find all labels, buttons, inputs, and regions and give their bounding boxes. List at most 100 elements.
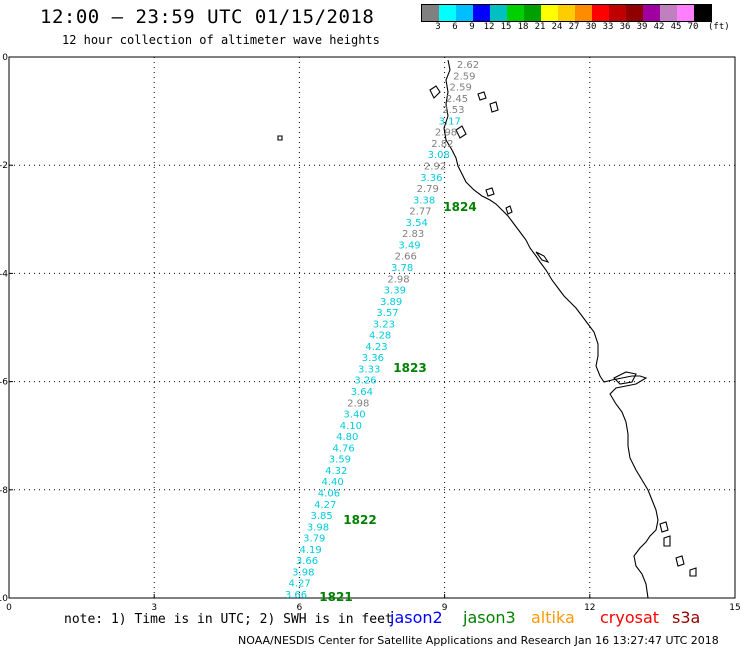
island-5 [485, 187, 495, 197]
colorbar-swatch [694, 5, 711, 21]
colorbar-swatch [558, 5, 575, 21]
colorbar-label: 70 [687, 22, 699, 32]
wave-height-label: 3.66 [296, 556, 318, 567]
wave-height-label: 4.80 [336, 432, 358, 443]
chart-subtitle: 12 hour collection of altimeter wave hei… [62, 33, 380, 47]
wave-height-label: 3.57 [376, 308, 398, 319]
map-frame [8, 56, 736, 599]
colorbar-label: 15 [500, 22, 512, 32]
wave-height-label: 2.59 [453, 71, 475, 82]
x-tick-label: 3 [151, 603, 157, 613]
wave-height-label: 2.59 [450, 83, 472, 94]
track-time-label: 1821 [319, 590, 352, 604]
islet-far [277, 135, 283, 141]
wave-height-label: 3.78 [391, 263, 413, 274]
x-tick-label: 6 [297, 603, 303, 613]
colorbar-swatch [592, 5, 609, 21]
legend-jason3: jason3 [463, 608, 516, 627]
wave-height-label: 3.54 [406, 218, 428, 229]
y-tick-label: -10 [0, 594, 8, 604]
colorbar-label: 36 [619, 22, 631, 32]
colorbar-label: 39 [636, 22, 648, 32]
wave-height-label: 3.38 [413, 195, 435, 206]
wave-height-label: 3.39 [384, 286, 406, 297]
wave-height-label: 2.98 [347, 398, 369, 409]
y-tick-label: -4 [0, 269, 8, 279]
wave-height-label: 2.79 [417, 184, 439, 195]
colorbar-swatch [643, 5, 660, 21]
wave-height-label: 2.82 [431, 139, 453, 150]
wave-height-label: 4.23 [365, 342, 387, 353]
wave-height-label: 4.28 [369, 331, 391, 342]
island-1 [477, 91, 487, 101]
wave-height-label: 2.77 [409, 207, 431, 218]
colorbar-label: 12 [483, 22, 495, 32]
y-tick-label: -8 [0, 486, 8, 496]
island-8 [663, 535, 671, 547]
colorbar-swatch [507, 5, 524, 21]
legend-jason2: jason2 [390, 608, 443, 627]
wave-height-label: 4.76 [332, 443, 354, 454]
colorbar-label: 6 [452, 22, 458, 32]
colorbar-label: 42 [653, 22, 665, 32]
legend-cryosat: cryosat [600, 608, 660, 627]
x-tick-label: 12 [584, 603, 595, 613]
colorbar-swatch [677, 5, 694, 21]
footer-note: note: 1) Time is in UTC; 2) SWH is in fe… [64, 612, 393, 627]
island-3 [429, 85, 441, 99]
track-time-label: 1823 [393, 361, 426, 375]
colorbar-swatch [524, 5, 541, 21]
footer-credit: NOAA/NESDIS Center for Satellite Applica… [238, 634, 719, 647]
wave-height-label: 3.79 [303, 534, 325, 545]
x-tick-label: 9 [442, 603, 448, 613]
wave-height-label: 3.66 [285, 590, 307, 601]
wave-height-label: 3.26 [354, 376, 376, 387]
colorbar-swatch [626, 5, 643, 21]
wave-height-label: 3.98 [292, 567, 314, 578]
wave-height-label: 4.32 [325, 466, 347, 477]
altimeter-track: 2.622.592.592.452.533.172.982.823.082.92… [285, 60, 479, 601]
map-grid [9, 57, 735, 598]
wave-height-label: 3.59 [329, 455, 351, 466]
colorbar-label: 27 [568, 22, 580, 32]
x-tick-label: 15 [729, 603, 740, 613]
colorbar-swatch [609, 5, 626, 21]
island-9 [675, 555, 685, 567]
wave-height-label: 2.98 [387, 274, 409, 285]
y-tick-label: 0 [2, 53, 8, 63]
colorbar-swatch [422, 5, 439, 21]
colorbar-unit: (ft) [708, 22, 730, 32]
wave-height-label: 3.17 [439, 116, 461, 127]
x-tick-label: 0 [6, 603, 12, 613]
colorbar-swatch [541, 5, 558, 21]
wave-height-label: 4.19 [300, 545, 322, 556]
wave-height-label: 2.62 [457, 60, 479, 71]
track-time-labels: 1824 1823 1822 1821 [319, 200, 476, 604]
island-4 [455, 125, 467, 139]
y-tick-label: -2 [0, 161, 8, 171]
colorbar-label: 3 [435, 22, 441, 32]
colorbar-swatch [490, 5, 507, 21]
colorbar-swatch [439, 5, 456, 21]
wave-height-label: 3.36 [420, 173, 442, 184]
track-time-label: 1822 [343, 513, 376, 527]
wave-height-label: 3.89 [380, 297, 402, 308]
wave-height-label: 3.08 [428, 150, 450, 161]
wave-height-label: 2.66 [395, 252, 417, 263]
wave-height-label: 3.64 [351, 387, 373, 398]
wave-height-label: 3.33 [358, 364, 380, 375]
wave-height-label: 3.40 [343, 410, 365, 421]
island-2 [489, 101, 499, 113]
colorbar-label: 9 [469, 22, 475, 32]
colorbar-swatch [456, 5, 473, 21]
wave-height-label: 2.45 [446, 94, 468, 105]
wave-height-label: 4.40 [321, 477, 343, 488]
colorbar-swatch [575, 5, 592, 21]
colorbar-label: 45 [670, 22, 682, 32]
wave-height-label: 2.83 [402, 229, 424, 240]
wave-height-label: 4.10 [340, 421, 362, 432]
colorbar-label: 21 [534, 22, 546, 32]
axis-ticks: 0 3 6 9 12 15 0 -2 -4 -6 -8 -10 [0, 53, 740, 613]
wave-height-label: 3.23 [373, 319, 395, 330]
